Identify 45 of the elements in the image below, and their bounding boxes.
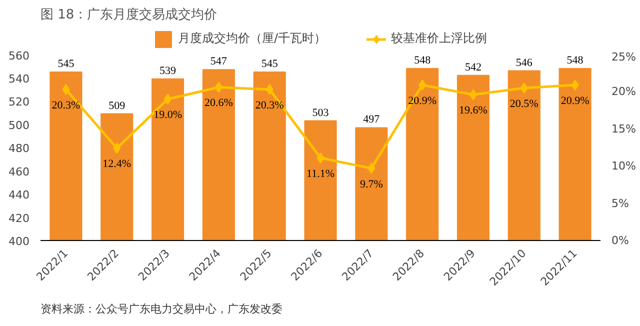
data-label: 20.9%: [560, 95, 590, 108]
data-label: 545: [261, 58, 278, 70]
y-tick-label: 500: [8, 118, 30, 132]
data-label: 20.3%: [255, 99, 284, 112]
data-label: 20.5%: [510, 98, 538, 110]
y2-tick-label: 15%: [612, 122, 636, 136]
data-label: 11.1%: [306, 168, 335, 180]
y2-tick-label: 5%: [612, 196, 629, 210]
y-tick-label: 420: [8, 212, 30, 225]
y-tick-label: 400: [8, 235, 30, 248]
data-label: 20.9%: [408, 95, 437, 108]
data-label: 548: [414, 54, 432, 66]
y-tick-label: 440: [8, 188, 30, 202]
legend-label: 较基准价上浮比例: [391, 30, 488, 47]
data-label: 539: [160, 64, 177, 77]
data-label: 503: [312, 106, 330, 119]
y-tick-label: 460: [8, 165, 30, 178]
data-label: 19.0%: [154, 109, 182, 122]
chart-title: 图 18：广东月度交易成交均价: [40, 6, 218, 22]
point: [469, 89, 478, 100]
y2-tick-label: 0%: [612, 234, 629, 247]
y-tick-label: 560: [8, 50, 30, 62]
data-label: 542: [464, 61, 482, 74]
y-tick-label: 520: [8, 96, 30, 108]
y2-tick-label: 10%: [612, 160, 636, 173]
data-label: 545: [58, 58, 75, 70]
data-label: 546: [516, 56, 533, 69]
data-label: 497: [363, 114, 380, 126]
data-label: 20.6%: [204, 97, 233, 110]
y2-tick-label: 20%: [612, 85, 636, 98]
text: 资料来源：公众号广东电力交易中心，广东发改委: [40, 302, 282, 316]
data-label: 9.7%: [360, 178, 383, 190]
point: [214, 82, 223, 93]
legend-label: 月度成交均价（厘/千瓦时）: [178, 30, 326, 47]
data-label: 20.3%: [52, 99, 80, 112]
point: [164, 94, 172, 105]
y-tick-label: 480: [8, 142, 30, 155]
data-label: 548: [566, 54, 584, 66]
y-tick-label: 540: [8, 72, 30, 86]
data-label: 547: [210, 56, 228, 68]
data-label: 509: [108, 100, 126, 112]
point: [418, 80, 426, 91]
data-label: 19.6%: [459, 104, 488, 117]
y2-tick-label: 25%: [612, 50, 636, 64]
data-label: 12.4%: [102, 158, 132, 170]
